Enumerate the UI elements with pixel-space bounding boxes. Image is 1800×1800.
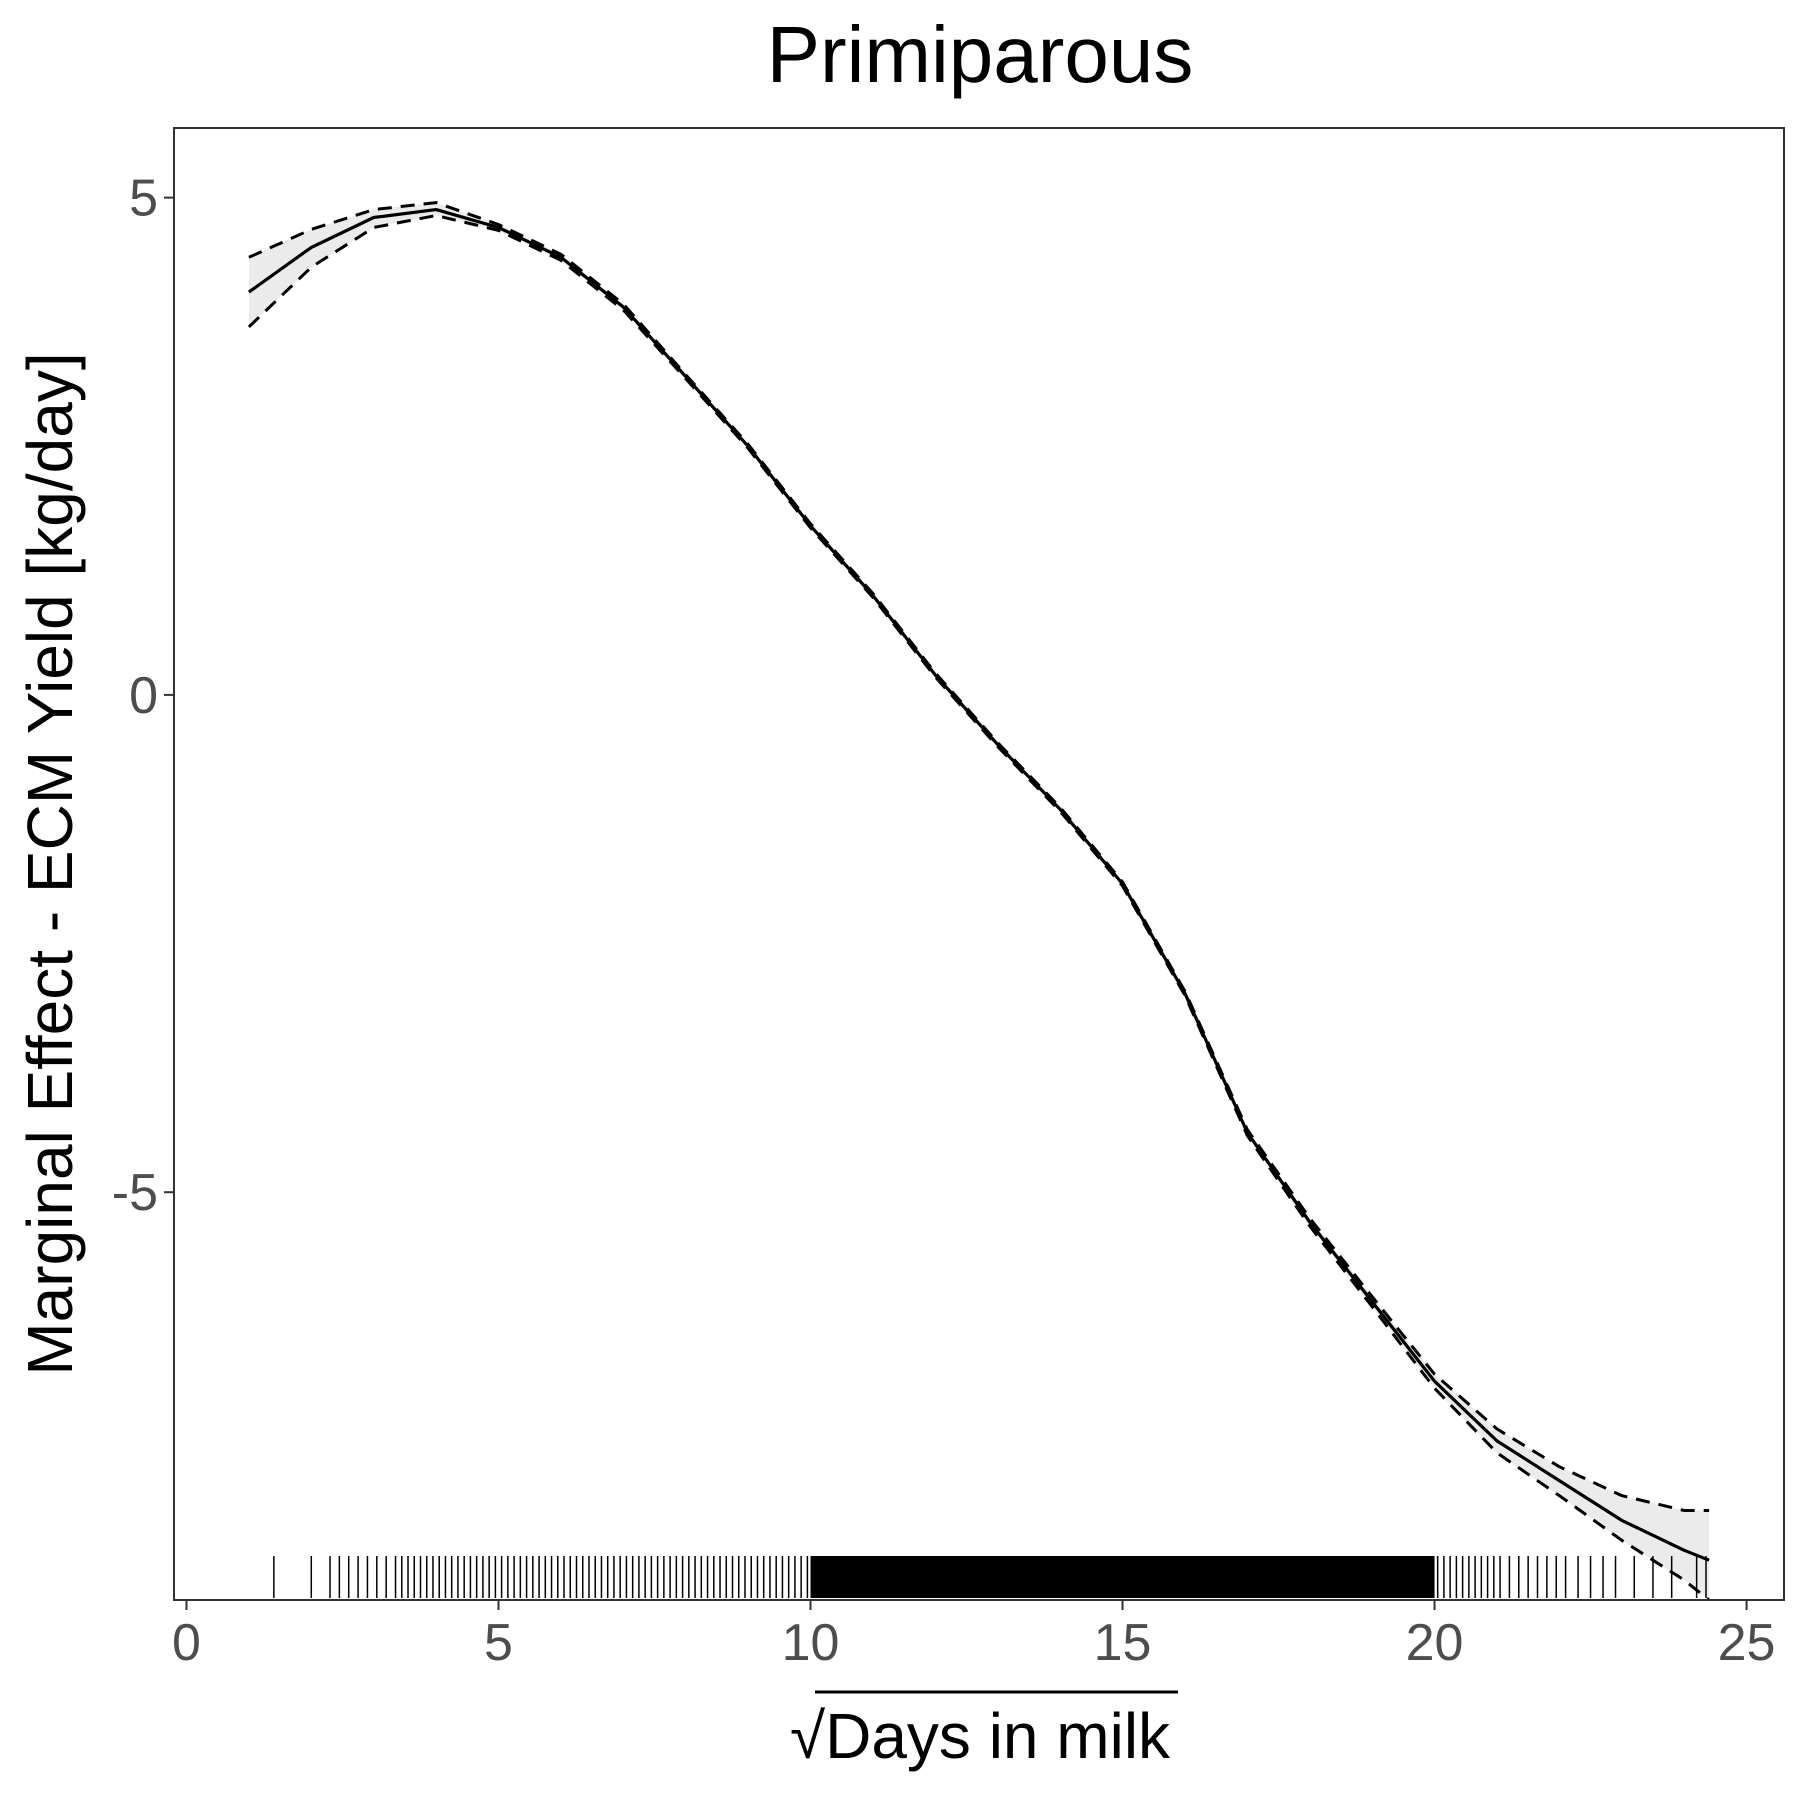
x-tick-label: 15 — [1094, 1614, 1152, 1672]
x-tick-label: 20 — [1406, 1614, 1464, 1672]
plot-panel — [174, 128, 1784, 1600]
x-axis-title-text: Days in milk — [825, 1700, 1171, 1772]
upper-bound-line — [248, 201, 1710, 1512]
x-axis: 0 5 10 15 20 25 — [172, 1600, 1775, 1672]
sqrt-symbol: √ — [790, 1700, 826, 1772]
y-axis: 5 0 -5 — [112, 170, 174, 1222]
y-tick-label: 0 — [129, 667, 158, 725]
chart-title: Primiparous — [767, 10, 1194, 99]
x-tick-label: 25 — [1718, 1614, 1776, 1672]
plot-frame — [173, 127, 1785, 1601]
rug-dense-block — [810, 1556, 1435, 1598]
x-tick-label: 10 — [782, 1614, 840, 1672]
lower-bound-line — [247, 214, 1711, 1602]
y-tick-label: 5 — [129, 170, 158, 228]
x-tick-label: 5 — [484, 1614, 513, 1672]
rug-marks — [273, 1556, 1707, 1598]
series-lines — [247, 201, 1711, 1602]
y-tick-label: -5 — [112, 1164, 158, 1222]
x-axis-title: √Days in milk — [790, 1700, 1171, 1772]
y-axis-title: Marginal Effect - ECM Yield [kg/day] — [14, 352, 86, 1375]
x-tick-label: 0 — [172, 1614, 201, 1672]
